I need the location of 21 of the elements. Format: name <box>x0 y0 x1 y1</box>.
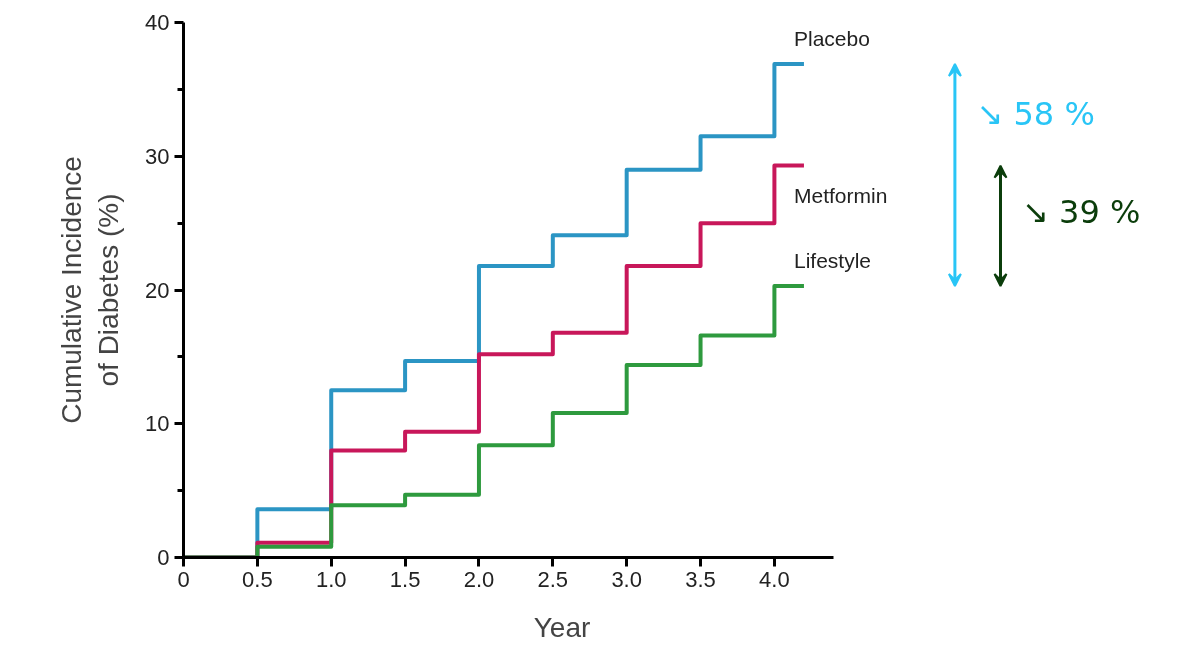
y-tick-label: 40 <box>145 10 170 35</box>
x-tick-label: 2.5 <box>537 566 569 592</box>
y-tick-label: 20 <box>145 277 170 303</box>
x-axis-title: Year <box>533 611 591 643</box>
x-tick-label: 0.5 <box>242 566 273 592</box>
series-label: Placebo <box>793 26 870 50</box>
x-tick-label: 1.5 <box>389 566 421 592</box>
x-tick-label: 2.0 <box>463 566 495 592</box>
text: ↘ 58 % <box>976 94 1095 133</box>
text: ↘ 39 % <box>1022 192 1141 231</box>
y-tick-label: 0 <box>157 545 170 570</box>
x-tick-label: 3.5 <box>685 566 716 592</box>
x-tick-label: 0 <box>177 566 190 592</box>
x-tick-label: 3.0 <box>611 566 642 592</box>
x-tick-label: 1.0 <box>315 566 347 592</box>
series-label: Lifestyle <box>793 248 871 272</box>
y-tick-label: 30 <box>145 143 170 169</box>
y-tick-label: 10 <box>145 411 170 437</box>
y-axis-title: Cumulative Incidence of Diabetes (%) <box>55 156 125 424</box>
x-tick-label: 4.0 <box>759 566 790 592</box>
series-label: Metformin <box>793 183 888 207</box>
